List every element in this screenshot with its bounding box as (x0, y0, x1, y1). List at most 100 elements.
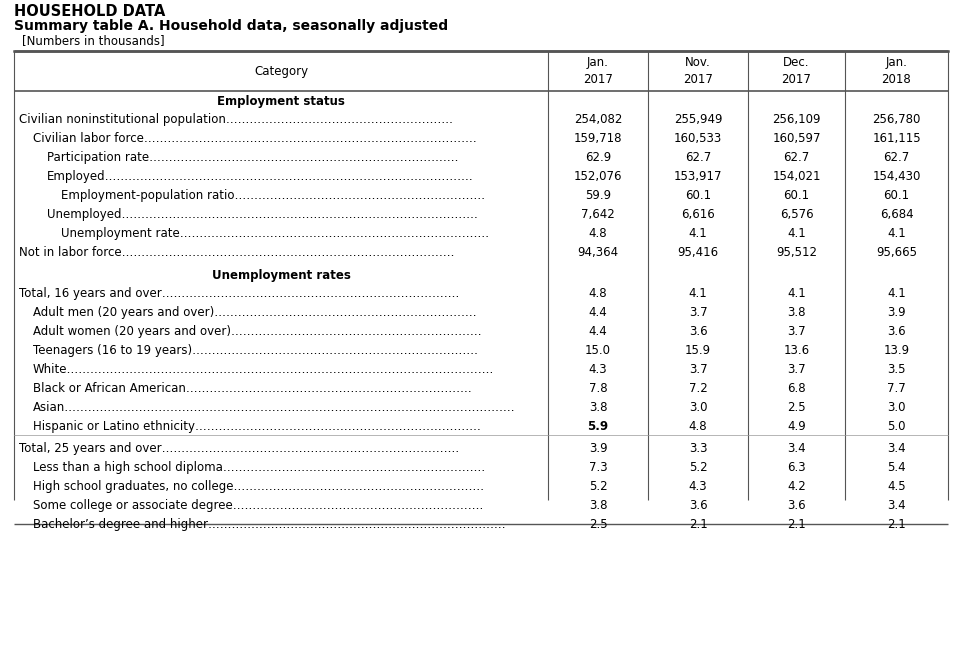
Text: 160,533: 160,533 (674, 132, 722, 145)
Text: 7.8: 7.8 (588, 382, 608, 395)
Text: 4.1: 4.1 (887, 227, 906, 240)
Text: 154,430: 154,430 (873, 170, 921, 183)
Text: Bachelor’s degree and higher………………………………………………………………….: Bachelor’s degree and higher………………………………… (33, 518, 506, 531)
Text: Unemployment rates: Unemployment rates (211, 269, 350, 282)
Text: Unemployed……………………………………………………………………………….: Unemployed………………………………………………………………………………… (47, 208, 478, 221)
Text: 3.7: 3.7 (688, 363, 708, 376)
Text: High school graduates, no college……………………………………………………….: High school graduates, no college…………………… (33, 480, 484, 493)
Text: 254,082: 254,082 (574, 113, 622, 126)
Text: 62.9: 62.9 (585, 151, 612, 164)
Text: Employment status: Employment status (217, 95, 345, 108)
Text: 3.6: 3.6 (787, 498, 805, 511)
Text: Total, 25 years and over………………………………………………………………….: Total, 25 years and over…………………………………………… (19, 442, 459, 455)
Text: 4.1: 4.1 (787, 227, 805, 240)
Text: 161,115: 161,115 (873, 132, 921, 145)
Text: 4.8: 4.8 (588, 227, 608, 240)
Text: 3.7: 3.7 (787, 363, 805, 376)
Text: 60.1: 60.1 (684, 189, 711, 202)
Text: Adult women (20 years and over)……………………………………………………….: Adult women (20 years and over)………………………… (33, 325, 482, 338)
Text: 3.0: 3.0 (887, 401, 905, 414)
Text: 7,642: 7,642 (581, 208, 614, 221)
Text: 4.4: 4.4 (588, 325, 608, 338)
Text: 3.4: 3.4 (887, 442, 906, 455)
Text: 5.2: 5.2 (688, 461, 708, 474)
Text: 6.3: 6.3 (787, 461, 805, 474)
Text: 6,576: 6,576 (780, 208, 813, 221)
Text: 153,917: 153,917 (674, 170, 722, 183)
Text: 95,512: 95,512 (776, 246, 817, 259)
Text: Less than a high school diploma………………………………………………………….: Less than a high school diploma………………………… (33, 461, 485, 474)
Text: Civilian noninstitutional population………………………………………………….: Civilian noninstitutional population…………… (19, 113, 453, 126)
Text: 3.8: 3.8 (588, 498, 608, 511)
Text: HOUSEHOLD DATA: HOUSEHOLD DATA (14, 4, 165, 19)
Text: 3.6: 3.6 (688, 498, 708, 511)
Text: White……………………………………………………………………………………………….: White……………………………………………………………………………………………… (33, 363, 494, 376)
Text: 4.1: 4.1 (688, 227, 708, 240)
Text: Total, 16 years and over………………………………………………………………….: Total, 16 years and over…………………………………………… (19, 287, 459, 300)
Text: 3.3: 3.3 (688, 442, 708, 455)
Text: 4.9: 4.9 (787, 420, 805, 433)
Text: 60.1: 60.1 (783, 189, 809, 202)
Text: 3.7: 3.7 (787, 325, 805, 338)
Text: Category: Category (254, 64, 308, 77)
Text: 95,416: 95,416 (678, 246, 719, 259)
Text: 2.1: 2.1 (787, 518, 805, 531)
Text: Summary table A. Household data, seasonally adjusted: Summary table A. Household data, seasona… (14, 19, 448, 33)
Text: 15.0: 15.0 (585, 344, 611, 357)
Text: Civilian labor force………………………………………………………………………….: Civilian labor force……………………………………………………… (33, 132, 476, 145)
Text: 3.7: 3.7 (688, 306, 708, 319)
Text: 5.2: 5.2 (588, 480, 608, 493)
Text: 4.3: 4.3 (688, 480, 708, 493)
Text: 4.8: 4.8 (588, 287, 608, 300)
Text: 160,597: 160,597 (772, 132, 821, 145)
Text: Black or African American……………………………………………………………….: Black or African American………………………………………… (33, 382, 471, 395)
Text: Some college or associate degree……………………………………………………….: Some college or associate degree……………………… (33, 498, 483, 511)
Text: Employed………………………………………………………………………………….: Employed…………………………………………………………………………………. (47, 170, 473, 183)
Text: 4.4: 4.4 (588, 306, 608, 319)
Text: Employment-population ratio……………………………………………………….: Employment-population ratio…………………………………… (61, 189, 485, 202)
Text: 94,364: 94,364 (577, 246, 618, 259)
Text: 60.1: 60.1 (883, 189, 909, 202)
Text: Unemployment rate…………………………………………………………………….: Unemployment rate……………………………………………………………… (61, 227, 489, 240)
Text: 59.9: 59.9 (585, 189, 612, 202)
Text: Dec.
2017: Dec. 2017 (781, 56, 811, 86)
Text: 3.5: 3.5 (887, 363, 905, 376)
Text: 6,684: 6,684 (879, 208, 913, 221)
Text: 255,949: 255,949 (674, 113, 722, 126)
Text: 15.9: 15.9 (684, 344, 711, 357)
Text: 7.3: 7.3 (588, 461, 608, 474)
Text: 95,665: 95,665 (876, 246, 917, 259)
Text: 3.6: 3.6 (887, 325, 906, 338)
Text: Adult men (20 years and over)………………………………………………………….: Adult men (20 years and over)……………………………… (33, 306, 476, 319)
Text: 2.1: 2.1 (688, 518, 708, 531)
Text: 159,718: 159,718 (574, 132, 622, 145)
Text: Hispanic or Latino ethnicity……………………………………………………………….: Hispanic or Latino ethnicity………………………………… (33, 420, 481, 433)
Text: 62.7: 62.7 (783, 151, 809, 164)
Text: 4.3: 4.3 (588, 363, 608, 376)
Text: 152,076: 152,076 (574, 170, 622, 183)
Text: 6.8: 6.8 (787, 382, 805, 395)
Text: 3.6: 3.6 (688, 325, 708, 338)
Text: Nov.
2017: Nov. 2017 (684, 56, 713, 86)
Text: Asian…………………………………………………………………………………………………….: Asian……………………………………………………………………………………………… (33, 401, 516, 414)
Text: 256,780: 256,780 (873, 113, 921, 126)
Text: 3.9: 3.9 (588, 442, 608, 455)
Text: 3.8: 3.8 (787, 306, 805, 319)
Text: 4.1: 4.1 (688, 287, 708, 300)
Text: 5.4: 5.4 (887, 461, 906, 474)
Text: 62.7: 62.7 (883, 151, 910, 164)
Text: 2.5: 2.5 (787, 401, 805, 414)
Text: 13.6: 13.6 (783, 344, 809, 357)
Text: 4.2: 4.2 (787, 480, 805, 493)
Text: Jan.
2017: Jan. 2017 (583, 56, 612, 86)
Text: 4.5: 4.5 (887, 480, 906, 493)
Text: 3.4: 3.4 (787, 442, 805, 455)
Text: 62.7: 62.7 (684, 151, 711, 164)
Text: 7.7: 7.7 (887, 382, 906, 395)
Text: Teenagers (16 to 19 years)……………………………………………………………….: Teenagers (16 to 19 years)……………………………………… (33, 344, 478, 357)
Text: 4.1: 4.1 (887, 287, 906, 300)
Text: 2.5: 2.5 (588, 518, 608, 531)
Text: Jan.
2018: Jan. 2018 (881, 56, 911, 86)
Text: Participation rate…………………………………………………………………….: Participation rate…………………………………………………………… (47, 151, 458, 164)
Text: 6,616: 6,616 (682, 208, 715, 221)
